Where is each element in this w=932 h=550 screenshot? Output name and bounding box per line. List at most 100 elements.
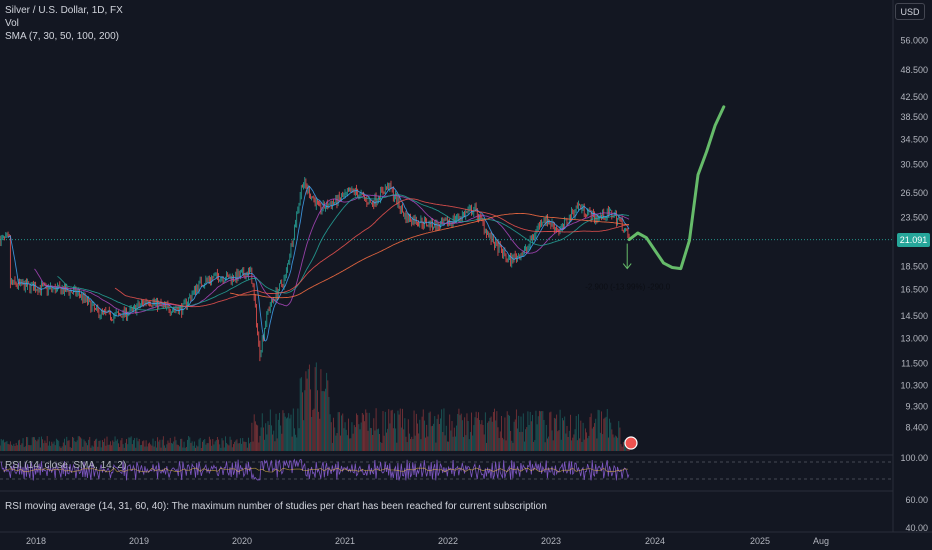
volume-bar <box>552 440 554 451</box>
volume-bar <box>579 438 581 451</box>
volume-bar <box>529 411 531 451</box>
volume-bar <box>139 445 141 451</box>
volume-bar <box>449 414 451 451</box>
volume-bar <box>207 443 209 451</box>
volume-bar <box>27 437 29 451</box>
volume-bar <box>6 441 8 451</box>
volume-bar <box>352 433 354 451</box>
volume-bar <box>174 436 176 451</box>
volume-bar <box>476 418 478 451</box>
volume-bar <box>461 420 463 451</box>
currency-button[interactable]: USD <box>895 3 925 20</box>
volume-bar <box>480 424 482 451</box>
volume-bar <box>64 438 65 451</box>
volume-bar <box>377 428 379 451</box>
volume-bar <box>77 436 79 451</box>
volume-bar <box>325 388 326 451</box>
volume-bar <box>29 445 31 451</box>
volume-bar <box>151 445 153 451</box>
volume-bar <box>67 440 69 451</box>
volume-bar <box>463 437 464 451</box>
volume-bar <box>514 419 516 451</box>
volume-bar <box>342 413 344 451</box>
volume-bar <box>625 443 627 451</box>
volume-bar <box>553 417 555 451</box>
volume-bar <box>419 419 421 451</box>
volume-bar <box>0 438 2 451</box>
volume-bar <box>421 416 423 451</box>
volume-bar <box>203 440 205 451</box>
volume-bar <box>211 445 213 451</box>
volume-bar <box>11 444 12 451</box>
volume-bar <box>383 435 385 451</box>
volume-bar <box>564 416 566 451</box>
volume-bar <box>465 435 467 451</box>
volume-bar <box>330 422 332 451</box>
volume-bar <box>423 420 425 451</box>
sma-legend: SMA (7, 30, 50, 100, 200) <box>5 31 119 42</box>
volume-bar <box>93 440 95 451</box>
volume-bar <box>236 439 238 451</box>
volume-bar <box>12 445 14 451</box>
volume-bar <box>441 409 443 451</box>
rsi-line <box>0 458 630 481</box>
x-tick-label: 2022 <box>438 536 458 546</box>
volume-bar <box>319 418 321 451</box>
volume-bar <box>619 427 621 451</box>
volume-bar <box>37 439 39 451</box>
volume-bar <box>120 440 122 451</box>
volume-bar <box>425 437 426 451</box>
volume-bar <box>68 440 70 451</box>
volume-bar <box>220 447 222 451</box>
volume-bar <box>573 434 575 451</box>
volume-bar <box>85 442 87 451</box>
event-marker[interactable] <box>624 436 638 450</box>
volume-bar <box>116 439 118 451</box>
volume-bar <box>239 438 241 451</box>
volume-bar <box>285 418 287 451</box>
volume-bar <box>343 428 345 451</box>
volume-bar <box>8 444 10 451</box>
volume-bar <box>261 413 263 451</box>
volume-bar <box>260 427 262 451</box>
volume-bar <box>604 417 606 451</box>
volume-bar <box>496 411 498 451</box>
volume-bar <box>542 411 544 451</box>
volume-bar <box>182 447 184 451</box>
volume-bar <box>381 442 383 451</box>
volume-bar <box>586 432 587 451</box>
volume-bar <box>177 445 179 451</box>
volume-bar <box>61 446 63 451</box>
volume-bar <box>227 444 229 451</box>
volume-bar <box>435 442 437 451</box>
volume-bar <box>208 436 210 451</box>
volume-bar <box>532 414 533 451</box>
volume-bar <box>333 417 334 451</box>
volume-bar <box>22 438 24 451</box>
volume-bar <box>322 391 324 451</box>
volume-bar <box>481 420 483 451</box>
volume-bar <box>136 437 138 451</box>
volume-bar <box>222 440 224 451</box>
volume-bar <box>526 427 528 451</box>
volume-bar <box>484 412 486 451</box>
volume-bar <box>607 437 609 451</box>
volume-bar <box>314 367 316 451</box>
volume-bar <box>24 446 26 451</box>
x-tick-label: 2018 <box>26 536 46 546</box>
volume-bar <box>253 414 255 451</box>
rsi-warning-message: RSI moving average (14, 31, 60, 40): The… <box>5 501 547 512</box>
volume-bar <box>443 408 445 451</box>
volume-bar <box>89 436 91 451</box>
volume-bar <box>13 443 15 451</box>
volume-bar <box>180 438 182 451</box>
volume-bar <box>272 434 274 451</box>
volume-bar <box>620 444 622 451</box>
volume-bar <box>460 413 462 451</box>
volume-bar <box>410 438 412 451</box>
volume-bar <box>26 436 27 451</box>
volume-bar <box>36 441 38 451</box>
volume-bar <box>372 434 374 451</box>
volume-bar <box>556 414 558 451</box>
